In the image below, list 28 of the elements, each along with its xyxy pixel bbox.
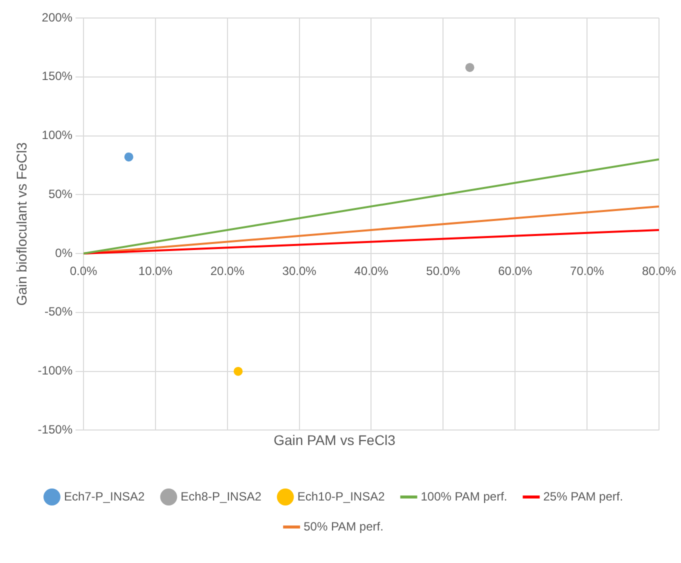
x-axis-title: Gain PAM vs FeCl3 (274, 432, 396, 448)
legend-label: Ech8-P_INSA2 (180, 489, 262, 504)
legend-label: 25% PAM perf. (543, 489, 624, 504)
y-tick-label: 0% (55, 246, 73, 260)
legend-label: 100% PAM perf. (420, 489, 508, 504)
y-tick-label: -100% (38, 364, 73, 378)
y-tick-label: 50% (48, 186, 73, 201)
x-tick-label: 30.0% (282, 264, 317, 278)
legend-label: 50% PAM perf. (304, 519, 384, 534)
y-tick-label: -50% (44, 304, 73, 319)
x-tick-label: 60.0% (498, 264, 532, 278)
x-tick-label: 0.0% (70, 264, 98, 278)
x-tick-label: 20.0% (210, 264, 245, 278)
x-tick-label: 70.0% (570, 264, 604, 278)
legend-label: Ech7-P_INSA2 (64, 489, 145, 504)
y-tick-label: 150% (42, 69, 73, 84)
point (234, 366, 243, 376)
y-tick-label: 100% (42, 128, 73, 142)
legend-label: Ech10-P_INSA2 (297, 489, 386, 504)
x-tick-label: 50.0% (426, 264, 461, 278)
y-tick-label: -150% (38, 422, 73, 437)
point (124, 152, 134, 162)
point (465, 62, 474, 72)
y-axis-title: Gain biofloculant vs FeCl3 (13, 142, 30, 306)
y-tick-label: 200% (42, 10, 73, 24)
x-tick-label: 10.0% (138, 264, 173, 278)
x-tick-label: 40.0% (354, 264, 389, 278)
x-tick-label: 80.0% (642, 264, 676, 278)
